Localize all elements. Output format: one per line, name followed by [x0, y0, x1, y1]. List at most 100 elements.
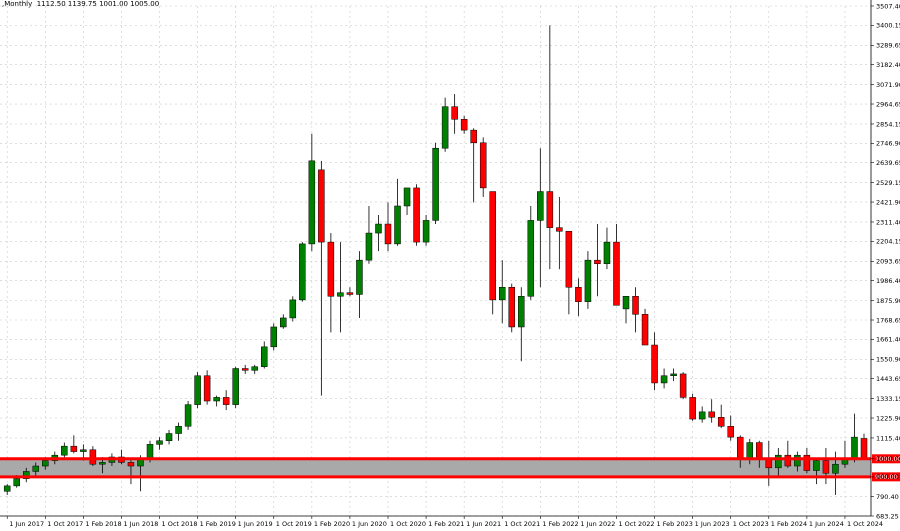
y-tick-label: 900.00 — [876, 473, 899, 481]
x-tick-label: 1 Oct 2022 — [618, 520, 654, 528]
candle-bearish — [641, 314, 649, 346]
candle-bullish — [3, 485, 11, 492]
candle-bullish — [337, 292, 344, 297]
candle-bullish — [356, 259, 363, 295]
candle-bullish — [184, 404, 192, 427]
candle-bullish — [746, 442, 754, 460]
candle-bearish — [756, 442, 763, 460]
candle-bearish — [241, 368, 249, 371]
y-tick-label: 1443.65 — [876, 375, 900, 383]
candle-bullish — [441, 106, 449, 149]
y-tick-label: 1333.15 — [876, 395, 900, 403]
y-tick-label: 683.25 — [876, 512, 899, 520]
candle-bullish — [394, 205, 401, 245]
candle-bearish — [860, 438, 868, 459]
candle-bullish — [99, 462, 106, 465]
y-tick-label: 1115.40 — [876, 434, 900, 442]
y-tick-label: 2311.40 — [876, 218, 900, 226]
candle-bearish — [708, 411, 715, 418]
candle-bullish — [280, 317, 287, 328]
x-tick-label: 1 Jun 2023 — [695, 520, 730, 528]
y-tick-label: 1225.90 — [876, 414, 900, 422]
y-tick-label: 2639.65 — [876, 159, 900, 167]
candle-bullish — [213, 397, 220, 402]
candle-bullish — [13, 478, 20, 487]
candle-bearish — [575, 286, 582, 302]
candle-bearish — [632, 296, 639, 315]
candle-bearish — [89, 449, 97, 465]
candle-bullish — [537, 191, 544, 221]
candle-bullish — [698, 411, 706, 420]
candle-bullish — [518, 296, 525, 328]
candle-bullish — [365, 232, 373, 261]
candle-bullish — [851, 436, 858, 460]
candle-bullish — [403, 187, 411, 207]
candle-bearish — [451, 106, 458, 120]
y-tick-label: 2746.90 — [876, 140, 900, 148]
x-tick-label: 1 Oct 2017 — [47, 520, 83, 528]
x-tick-label: 1 Feb 2021 — [428, 520, 464, 528]
candle-bearish — [413, 187, 420, 243]
level-badge-label: 900.00 — [875, 473, 898, 481]
candle-bullish — [80, 449, 87, 452]
levels-layer: 1000.00 900.00 — [0, 454, 900, 482]
candle-bearish — [689, 397, 696, 420]
x-tick-label: 1 Feb 2020 — [314, 520, 350, 528]
candle-bullish — [584, 259, 592, 302]
candle-bullish — [603, 241, 611, 265]
candle-bearish — [651, 344, 658, 384]
candle-bullish — [422, 220, 430, 243]
candle-bullish — [156, 440, 163, 445]
candle-bullish — [42, 460, 49, 467]
candle-bullish — [432, 147, 439, 221]
candle-bearish — [479, 142, 487, 189]
candle-bullish — [61, 445, 68, 456]
candle-bearish — [556, 227, 563, 232]
x-tick-label: 1 Jun 2024 — [809, 520, 844, 528]
candle-bearish — [346, 292, 354, 295]
candle-bullish — [251, 366, 258, 371]
candle-bearish — [203, 375, 211, 402]
y-tick-label: 1550.90 — [876, 356, 900, 364]
x-tick-label: 1 Feb 2024 — [771, 520, 807, 528]
y-tick-label: 3507.40 — [876, 2, 900, 10]
x-tick-label: 1 Jun 2017 — [9, 520, 44, 528]
y-tick-label: 3400.15 — [876, 22, 900, 30]
support-zone-layer — [0, 458, 871, 477]
candle-bullish — [308, 160, 316, 245]
level-badge-label: 1000.00 — [875, 455, 900, 463]
candle-bullish — [232, 368, 239, 405]
x-tick-label: 1 Oct 2024 — [847, 520, 883, 528]
instrument-symbol: ,Monthly — [2, 0, 33, 8]
y-tick-label: 1986.40 — [876, 277, 900, 285]
x-tick-label: 1 Jun 2021 — [466, 520, 501, 528]
candle-bullish — [375, 223, 382, 234]
y-tick-label: 2204.15 — [876, 238, 900, 246]
candle-bearish — [489, 191, 496, 301]
candle-bearish — [470, 129, 477, 144]
x-tick-label: 1 Feb 2018 — [85, 520, 121, 528]
x-tick-label: 1 Jun 2018 — [123, 520, 158, 528]
candle-bullish — [194, 375, 201, 405]
x-tick-label: 1 Feb 2023 — [657, 520, 693, 528]
x-tick-label: 1 Oct 2018 — [162, 520, 198, 528]
candle-bullish — [622, 296, 630, 310]
candle-bullish — [32, 465, 40, 472]
candle-bearish — [546, 191, 554, 228]
candle-bearish — [327, 241, 335, 297]
candle-bearish — [594, 259, 601, 265]
candle-bearish — [565, 231, 573, 288]
y-tick-label: 1661.40 — [876, 336, 900, 344]
candle-bearish — [803, 454, 811, 471]
candle-bearish — [736, 436, 744, 460]
x-tick-label: 1 Oct 2020 — [390, 520, 426, 528]
candle-bearish — [822, 460, 830, 474]
candle-bullish — [670, 373, 677, 376]
candle-bullish — [175, 426, 182, 434]
y-tick-label: 2421.90 — [876, 198, 900, 206]
candle-bearish — [318, 169, 325, 243]
candle-bullish — [527, 220, 535, 297]
candles-layer — [3, 25, 868, 495]
candle-bullish — [794, 454, 801, 467]
